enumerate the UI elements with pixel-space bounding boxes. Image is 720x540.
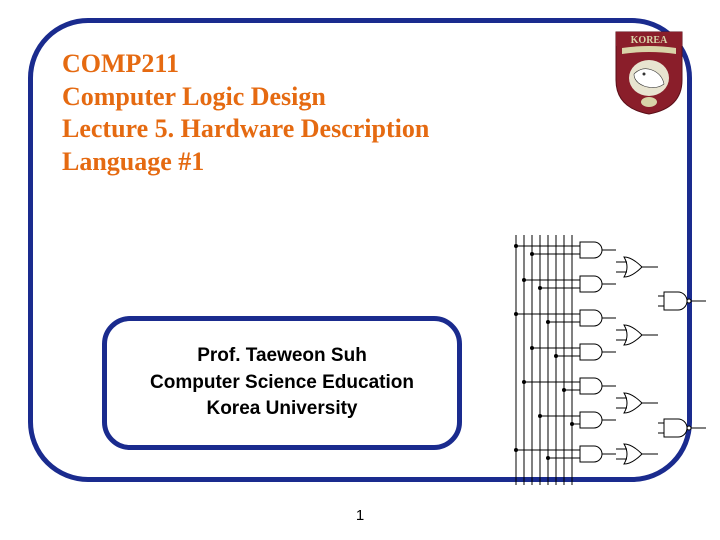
author-univ: Korea University — [206, 396, 357, 423]
title-line-5: Language #1 — [62, 146, 622, 179]
title-line-2: Computer Logic Design — [62, 81, 622, 114]
author-dept: Computer Science Education — [150, 370, 414, 397]
title-line-4: Lecture 5. Hardware Description — [62, 113, 622, 146]
circuit-diagram — [506, 230, 706, 490]
slide-title: COMP211 Computer Logic Design Lecture 5.… — [62, 48, 622, 178]
logo-text: KOREA — [631, 35, 668, 46]
shield-icon: KOREA — [614, 30, 684, 116]
title-line-1: COMP211 — [62, 48, 622, 81]
author-name: Prof. Taeweon Suh — [197, 343, 367, 370]
korea-university-logo: KOREA — [614, 30, 684, 116]
author-box: Prof. Taeweon Suh Computer Science Educa… — [102, 316, 462, 450]
page-number: 1 — [0, 507, 720, 524]
